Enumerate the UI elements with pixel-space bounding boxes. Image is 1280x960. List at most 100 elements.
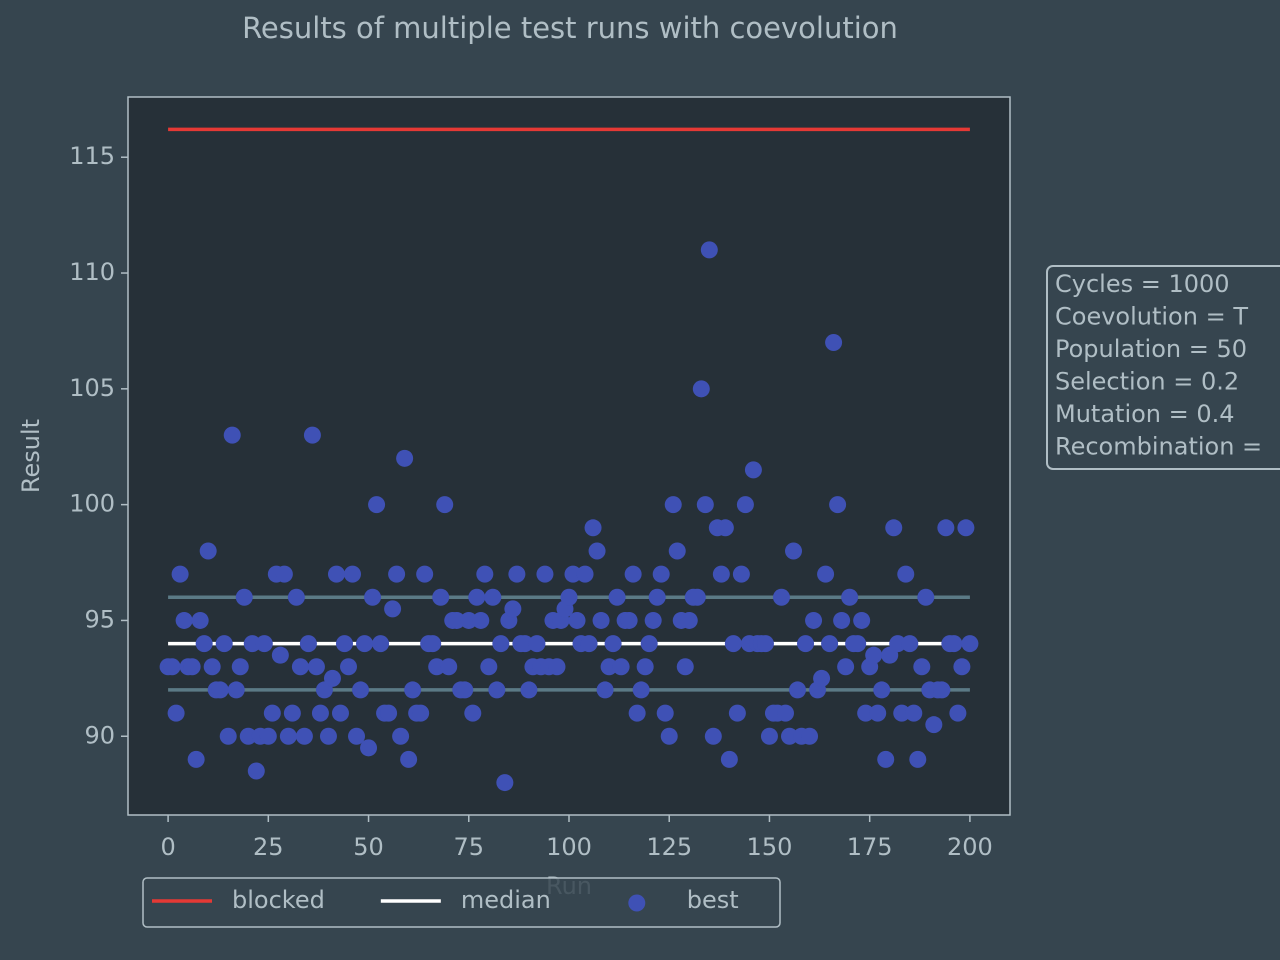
point <box>372 635 390 653</box>
info-line: Selection = 0.2 <box>1055 368 1239 396</box>
point <box>736 496 754 514</box>
point <box>508 565 526 583</box>
x-tick-label: 50 <box>353 833 384 861</box>
point <box>448 611 466 629</box>
point <box>632 681 650 699</box>
point <box>901 635 919 653</box>
y-tick-label: 110 <box>69 258 115 286</box>
point <box>404 681 422 699</box>
info-box: Cycles = 1000 Coevolution = T Population =… <box>1046 265 1280 470</box>
point <box>303 426 321 444</box>
point <box>680 611 698 629</box>
info-line: Recombination = <box>1055 433 1262 461</box>
point <box>853 611 871 629</box>
point <box>692 380 710 398</box>
point <box>821 635 839 653</box>
x-tick-label: 175 <box>847 833 893 861</box>
point <box>215 635 233 653</box>
point <box>472 611 490 629</box>
point <box>664 496 682 514</box>
point <box>720 750 738 768</box>
y-tick-label: 100 <box>69 490 115 518</box>
point <box>925 716 943 734</box>
point <box>837 658 855 676</box>
point <box>203 658 221 676</box>
point <box>813 669 831 687</box>
point <box>957 519 975 537</box>
point <box>331 704 349 722</box>
y-tick-label: 115 <box>69 142 115 170</box>
legend: blocked median best <box>142 877 781 928</box>
chart-title: Results of multiple test runs with coevo… <box>242 11 898 45</box>
point <box>412 704 430 722</box>
point <box>400 750 418 768</box>
point <box>628 704 646 722</box>
point <box>564 565 582 583</box>
point <box>464 704 482 722</box>
point <box>356 635 374 653</box>
point <box>877 750 895 768</box>
point <box>716 519 734 537</box>
x-tick-label: 100 <box>546 833 592 861</box>
point <box>384 600 402 618</box>
point <box>183 658 201 676</box>
legend-marker <box>628 894 646 912</box>
point <box>712 565 730 583</box>
info-frame <box>1046 265 1280 470</box>
point <box>488 681 506 699</box>
point <box>905 704 923 722</box>
y-tick-label: 90 <box>84 721 115 749</box>
point <box>945 635 963 653</box>
point <box>528 635 546 653</box>
point <box>933 681 951 699</box>
point <box>560 588 578 606</box>
point <box>335 635 353 653</box>
point <box>492 635 510 653</box>
point <box>424 635 442 653</box>
plot-area <box>127 96 1011 816</box>
point <box>327 565 345 583</box>
point <box>580 635 598 653</box>
y-axis-label: Result <box>17 419 45 493</box>
point <box>247 762 265 780</box>
point <box>352 681 370 699</box>
point <box>652 565 670 583</box>
point <box>656 704 674 722</box>
point <box>676 658 694 676</box>
point <box>640 635 658 653</box>
point <box>368 496 386 514</box>
point <box>516 635 534 653</box>
point <box>211 681 229 699</box>
point <box>889 635 907 653</box>
point <box>396 449 414 467</box>
point <box>660 727 678 745</box>
point <box>897 565 915 583</box>
point <box>548 658 566 676</box>
point <box>704 727 722 745</box>
point <box>857 704 875 722</box>
point <box>199 542 217 560</box>
point <box>163 658 181 676</box>
point <box>825 334 843 352</box>
point <box>340 658 357 676</box>
point <box>299 635 317 653</box>
point <box>364 588 382 606</box>
point <box>275 565 293 583</box>
point <box>696 496 714 514</box>
point <box>235 588 253 606</box>
point <box>436 496 454 514</box>
point <box>592 611 610 629</box>
point <box>644 611 662 629</box>
point <box>468 588 486 606</box>
point <box>568 611 586 629</box>
point <box>460 611 478 629</box>
point <box>323 669 341 687</box>
point <box>348 727 366 745</box>
point <box>311 704 329 722</box>
legend-box <box>142 877 781 928</box>
point <box>728 704 746 722</box>
point <box>869 704 887 722</box>
point <box>937 519 955 537</box>
point <box>536 565 554 583</box>
